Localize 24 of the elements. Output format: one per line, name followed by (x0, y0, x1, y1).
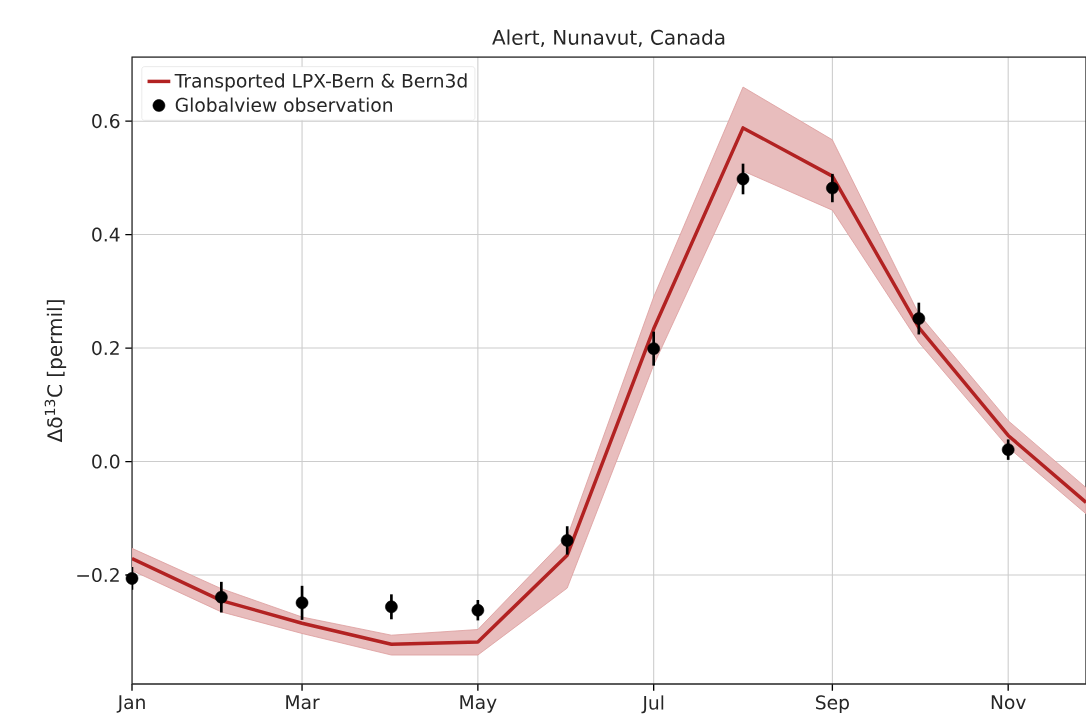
legend-label: Globalview observation (175, 97, 392, 112)
point (471, 603, 485, 617)
y-tick-label: 0.4 (92, 227, 120, 242)
y-tick-label: 0.2 (92, 341, 119, 356)
x-tick-label: Jan (116, 695, 145, 713)
y-tick-label: 0.0 (92, 454, 120, 469)
point (1001, 443, 1015, 456)
point (647, 342, 660, 355)
point (826, 181, 839, 195)
y-axis-title: Δδ$^{13}$C [permil] (44, 300, 67, 443)
x-tick-label: Sep (816, 695, 849, 714)
point (385, 600, 398, 614)
legend-label: Transported LPX-Bern & Bern3d (174, 73, 467, 92)
point (912, 312, 926, 325)
x-tick-label: Mar (286, 695, 320, 710)
x-tick-label: Nov (991, 695, 1026, 710)
x-tick-label: May (460, 695, 497, 713)
x-tick-label: Jul (641, 695, 664, 714)
point (295, 596, 309, 610)
y-tick-label: −0.2 (77, 567, 119, 583)
point (560, 534, 574, 547)
chart-title: Alert, Nunavut, Canada (492, 29, 725, 47)
point (736, 172, 750, 186)
y-tick-label: 0.6 (92, 114, 120, 129)
